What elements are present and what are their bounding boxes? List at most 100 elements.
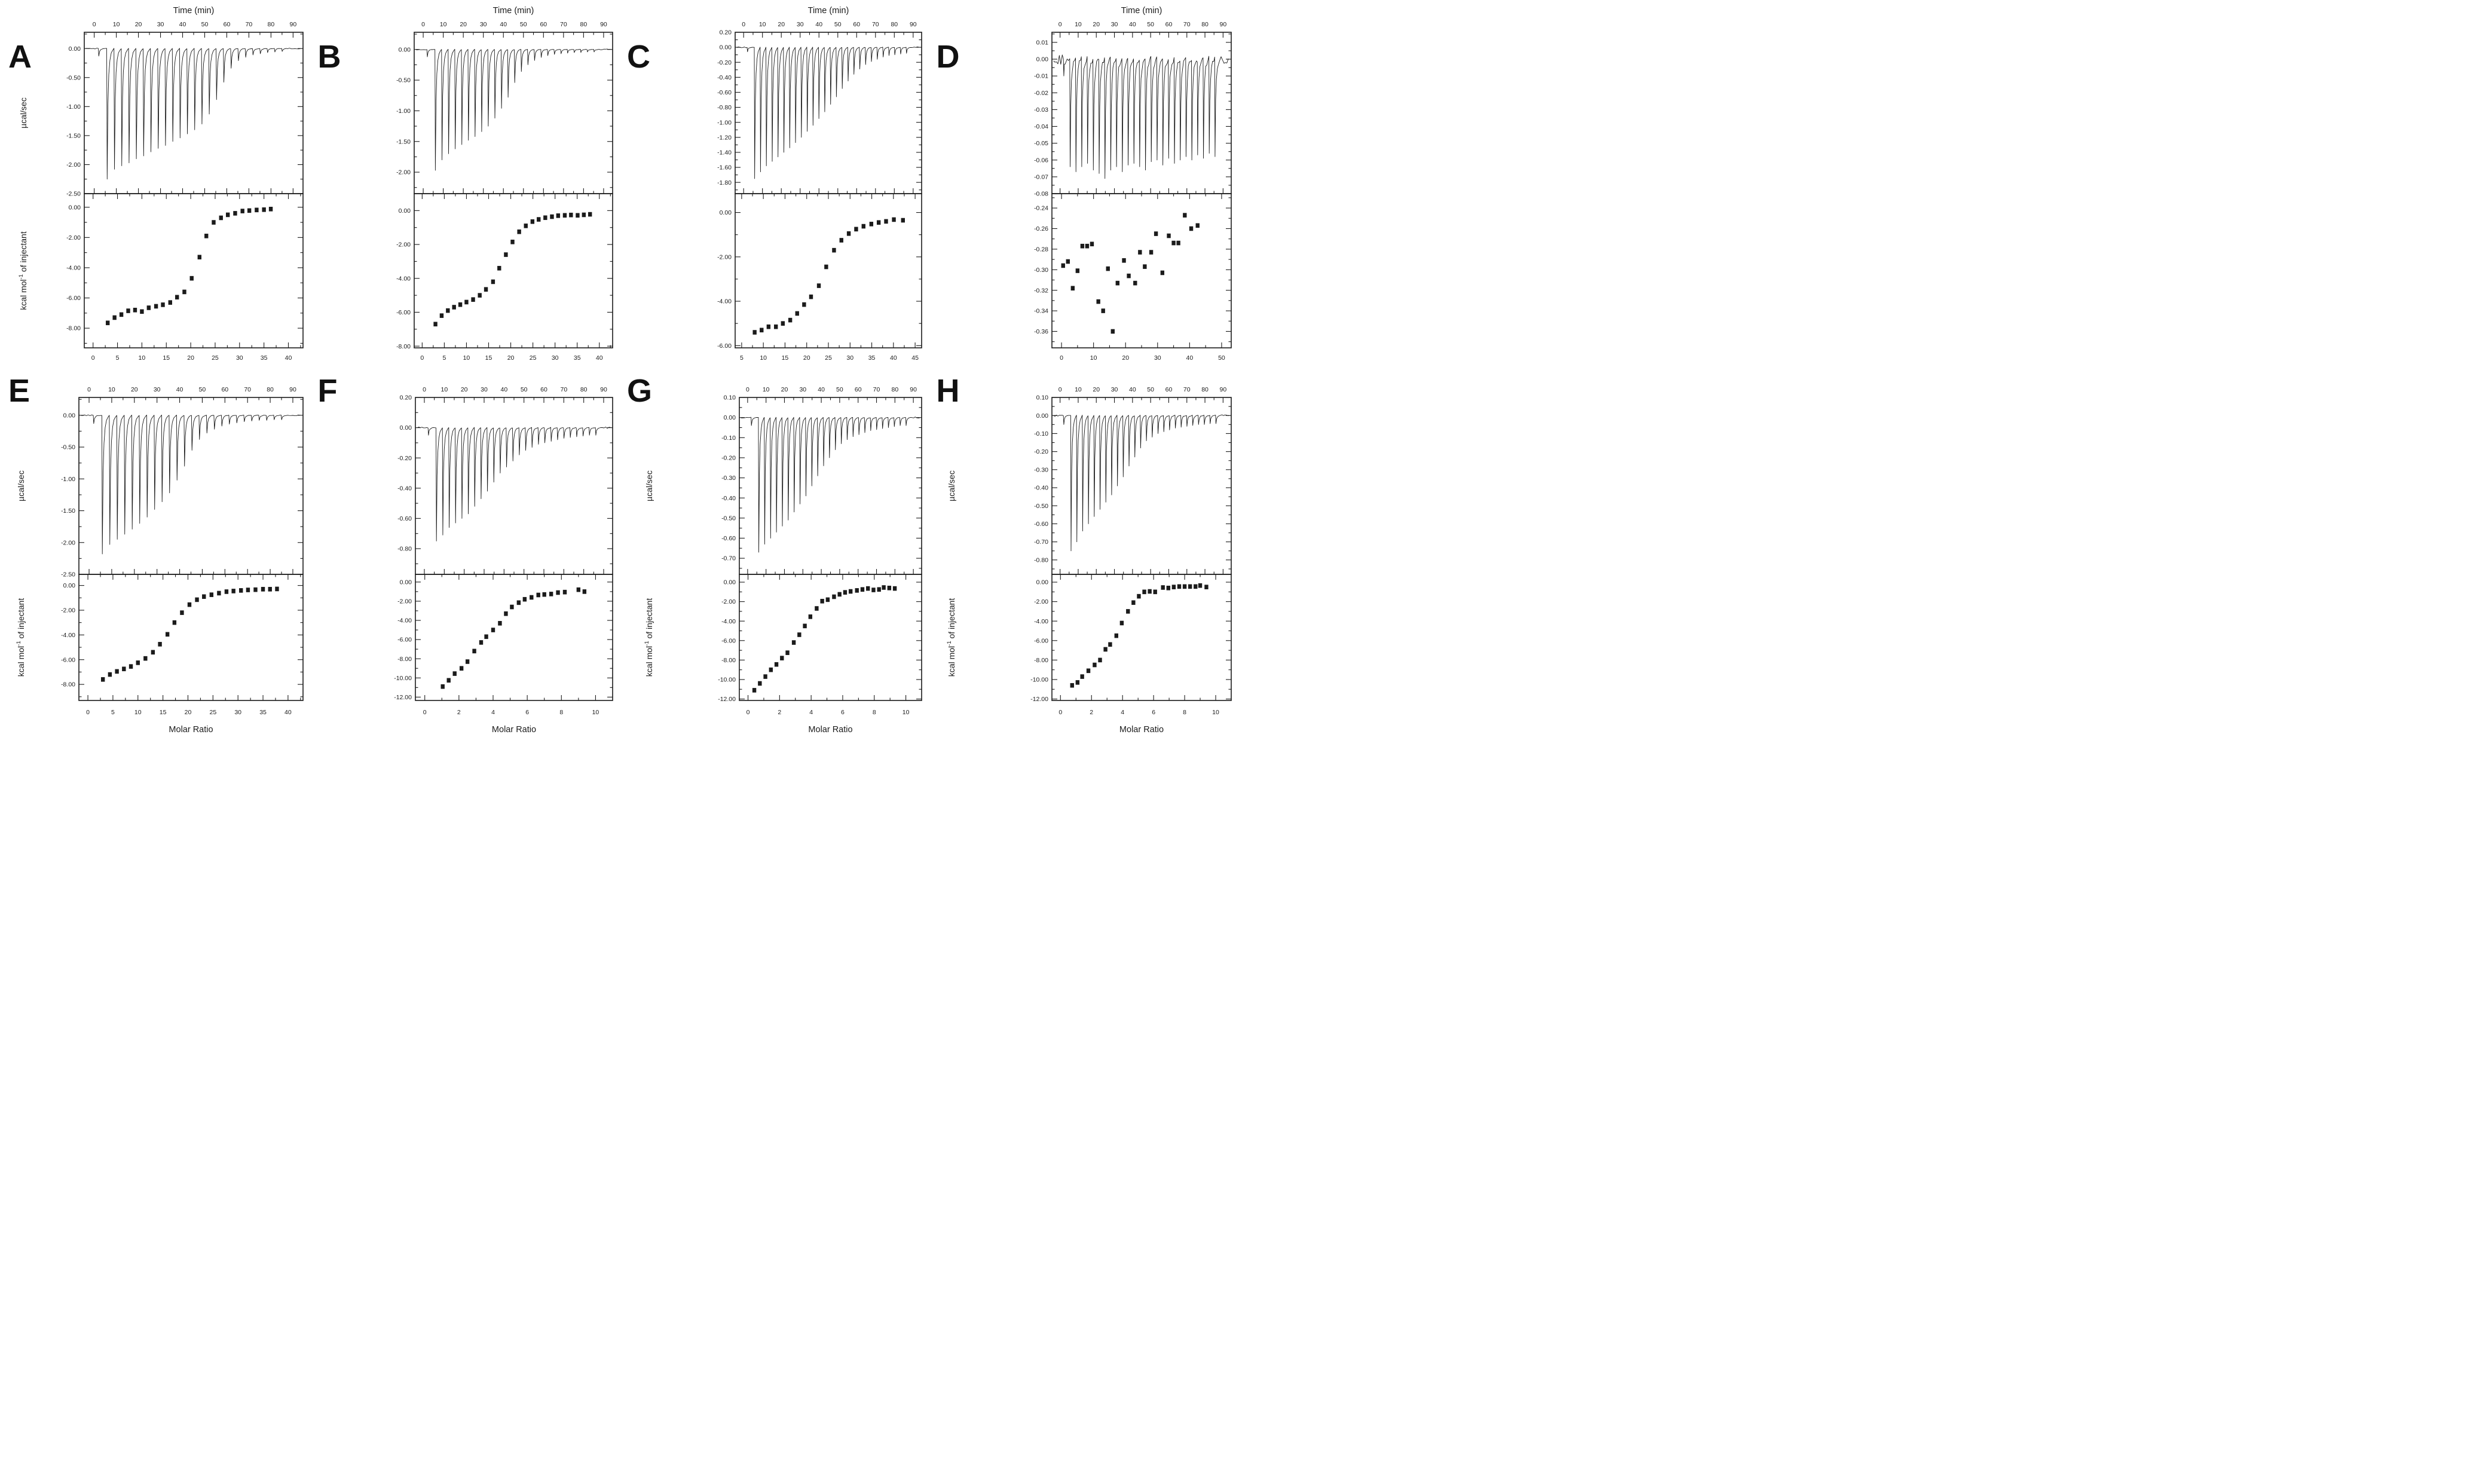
svg-text:4: 4 <box>491 709 495 716</box>
isotherm-point <box>225 212 230 218</box>
svg-text:-4.00: -4.00 <box>61 632 75 639</box>
svg-text:-1.40: -1.40 <box>717 149 732 157</box>
isotherm-point <box>458 302 462 307</box>
axes: 0 10 20 30 40 50 60 70 80 900.100.00-0.10-0.20-0.… <box>1030 386 1232 716</box>
svg-text:-4.00: -4.00 <box>396 275 411 282</box>
isotherm-point <box>1136 593 1141 599</box>
svg-text:0: 0 <box>747 709 750 716</box>
isotherm-point <box>549 592 553 596</box>
svg-text:-0.60: -0.60 <box>397 515 412 522</box>
isotherm-point <box>439 313 443 318</box>
thermogram-trace <box>81 414 301 555</box>
svg-text:35: 35 <box>261 354 268 362</box>
isotherm-point <box>126 308 130 313</box>
isotherm-point <box>1110 329 1115 334</box>
isotherm-point <box>168 300 172 305</box>
molar-ratio-label: Molar Ratio <box>491 725 536 735</box>
axes: 0 10 20 30 40 50 60 70 80 900.00-0.50-1.00-1.50-2… <box>61 386 304 716</box>
svg-text:-1.60: -1.60 <box>717 164 732 172</box>
isotherm <box>440 587 586 689</box>
svg-text:-10.00: -10.00 <box>394 675 412 682</box>
svg-text:40: 40 <box>176 386 183 393</box>
svg-text:10: 10 <box>902 709 910 716</box>
isotherm-point <box>1147 589 1152 594</box>
svg-text:4: 4 <box>1121 709 1124 716</box>
isotherm-point <box>1090 241 1094 247</box>
svg-text:-0.06: -0.06 <box>1034 157 1048 164</box>
isotherm-point <box>1177 584 1181 589</box>
svg-text:-0.50: -0.50 <box>396 77 411 84</box>
isotherm-point <box>154 304 158 309</box>
svg-text:15: 15 <box>782 354 789 362</box>
isotherm-point <box>1086 668 1090 674</box>
isotherm-point <box>516 600 521 605</box>
isotherm-point <box>542 592 546 597</box>
isotherm-point <box>788 317 793 323</box>
svg-text:-1.50: -1.50 <box>61 507 75 515</box>
svg-text:-10.00: -10.00 <box>718 677 736 684</box>
isotherm-point <box>479 640 483 645</box>
isotherm-point <box>1126 273 1131 279</box>
svg-text:-4.00: -4.00 <box>66 265 81 272</box>
svg-text:-8.00: -8.00 <box>1034 657 1048 664</box>
thermogram <box>736 46 919 179</box>
svg-text:60: 60 <box>1165 386 1172 393</box>
svg-text:0.00: 0.00 <box>724 579 736 586</box>
svg-text:-0.50: -0.50 <box>1034 503 1048 510</box>
svg-text:-1.80: -1.80 <box>717 179 732 186</box>
svg-text:-0.60: -0.60 <box>1034 521 1048 528</box>
isotherm-point <box>503 611 508 616</box>
isotherm-point <box>261 587 265 592</box>
isotherm-point <box>172 620 177 625</box>
svg-text:10: 10 <box>463 354 470 362</box>
isotherm-point <box>1198 583 1202 588</box>
isotherm-point <box>146 305 151 310</box>
isotherm-point <box>774 662 779 667</box>
isotherm-point <box>760 328 764 333</box>
svg-text:5: 5 <box>116 354 120 362</box>
time-axis-title: Time (min) <box>492 6 534 16</box>
svg-text:-0.30: -0.30 <box>1034 267 1048 274</box>
panel-f-chart: 0 10 20 30 40 50 60 70 80 900.200.00-0.20-0.40-0.… <box>394 386 613 735</box>
isotherm-point <box>530 219 534 224</box>
isotherm-point <box>446 678 451 683</box>
thermogram <box>81 414 301 555</box>
svg-text:20: 20 <box>460 386 467 393</box>
isotherm-point <box>1108 642 1112 647</box>
svg-text:-2.00: -2.00 <box>61 539 75 546</box>
isotherm-point <box>884 219 888 224</box>
time-axis-title: Time (min) <box>1121 6 1162 16</box>
isotherm-point <box>1166 233 1171 238</box>
isotherm-point <box>815 606 819 611</box>
svg-text:0.00: 0.00 <box>399 579 412 586</box>
svg-text:80: 80 <box>267 386 274 393</box>
svg-text:0: 0 <box>93 21 96 28</box>
isotherm-point <box>536 217 540 222</box>
svg-text:10: 10 <box>760 354 767 362</box>
isotherm-point <box>1096 299 1100 304</box>
svg-text:80: 80 <box>268 21 275 28</box>
thermogram-frame <box>84 32 304 194</box>
panel-letter-h: H <box>936 373 960 409</box>
isotherm-point <box>555 590 560 595</box>
isotherm-point <box>1070 683 1074 688</box>
isotherm-point <box>510 240 515 244</box>
axes: 0 10 20 30 40 50 60 70 80 900.00-0.50-1.00-1.50-2… <box>396 21 613 362</box>
isotherm-point <box>1160 270 1164 276</box>
isotherm-point <box>1142 589 1146 595</box>
isotherm-point <box>808 614 813 619</box>
svg-text:-12.00: -12.00 <box>394 694 412 701</box>
isotherm-point <box>855 588 859 593</box>
isotherm-point <box>140 309 144 314</box>
isotherm-point <box>1125 609 1130 614</box>
svg-text:-12.00: -12.00 <box>718 696 736 703</box>
svg-text:0.00: 0.00 <box>1036 412 1048 420</box>
isotherm <box>752 585 897 693</box>
svg-text:0: 0 <box>1058 709 1062 716</box>
svg-text:90: 90 <box>1219 21 1226 28</box>
isotherm-point <box>797 632 801 637</box>
svg-text:-0.34: -0.34 <box>1034 308 1048 315</box>
axes: 0 10 20 30 40 50 60 70 80 90 0.01 0.00 -0.01 -0.02 -0.… <box>1034 21 1232 362</box>
svg-text:70: 70 <box>244 386 251 393</box>
isotherm-point <box>562 213 567 218</box>
